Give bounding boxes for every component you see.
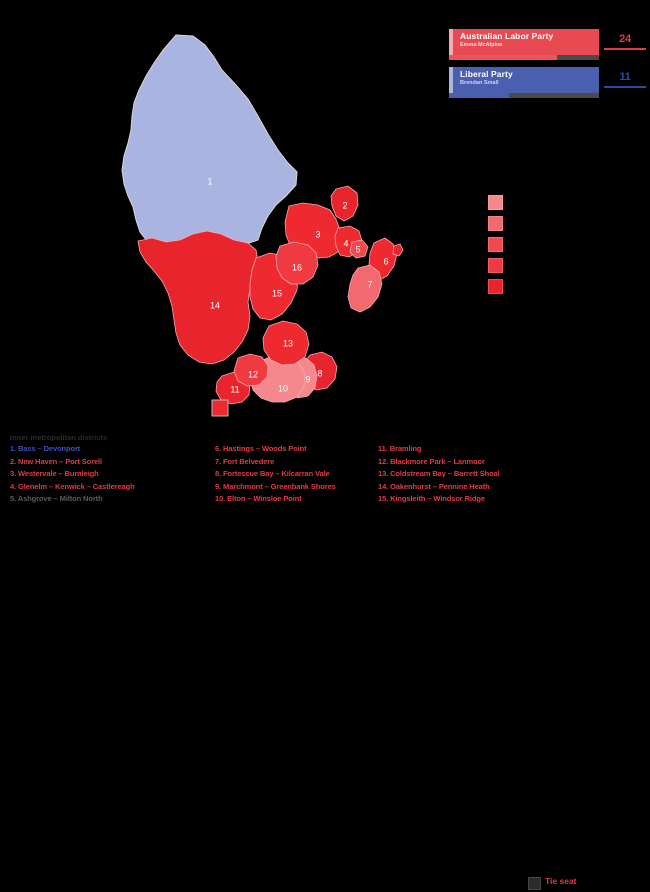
legend-item[interactable]: 7. Fort Belvedere [215, 456, 275, 466]
margin-swatch-1 [488, 195, 503, 210]
party-seats-lib: 11 [619, 71, 631, 83]
district-region-2[interactable] [330, 185, 359, 222]
party-seats-alp: 24 [619, 33, 631, 45]
party-leader-lib: Brendan Small [460, 80, 499, 86]
district-region-7[interactable] [347, 264, 383, 313]
legend-item[interactable]: 3. Westervale – Burnleigh [10, 469, 99, 478]
district-region-13[interactable] [262, 320, 310, 366]
party-leader-alp: Emma McAlpine [460, 42, 503, 48]
margin-swatch-4 [488, 258, 503, 273]
legend-item[interactable]: 5. Ashgrove – Milton North [10, 494, 103, 503]
map-area[interactable]: 1 2 3 4 5 6 7 8 9 10 11 12 13 14 15 16 [0, 0, 440, 430]
party-name-lib: Liberal Party [460, 69, 513, 79]
legend-item[interactable]: 4. Glenelm – Kenwick – Castlereagh [10, 481, 135, 491]
district-region-14[interactable] [137, 230, 259, 365]
district-region-5[interactable] [349, 239, 369, 259]
party-name-alp: Australian Labor Party [460, 31, 554, 41]
district-region-12[interactable] [233, 353, 269, 387]
legend-item[interactable]: 2. New Haven – Port Sorell [10, 456, 103, 466]
margin-gradient-scale [488, 195, 504, 300]
legend-item[interactable]: 14. Oakenhurst – Pennine Heath [378, 481, 490, 491]
tie-seat-label: Tie seat [545, 876, 577, 886]
legend-header-1: Inner metropolitan districts [10, 433, 108, 442]
legend-column-3: 11. Bramling 12. Blackmore Park – Lanmoor… [378, 432, 523, 506]
legend-item[interactable]: 8. Fortescue Bay – Kilcarran Vale [215, 469, 330, 478]
inset-detail-box[interactable] [211, 399, 229, 417]
tie-seat-swatch [528, 877, 541, 890]
legend-item[interactable]: 12. Blackmore Park – Lanmoor [378, 456, 485, 466]
party-row-lib[interactable]: Liberal Party Brendan Small 11 [449, 67, 646, 100]
legend-item[interactable]: 13. Coldstream Bay – Barrett Shoal [378, 469, 500, 478]
margin-swatch-5 [488, 279, 503, 294]
party-seats-underline-lib [604, 86, 646, 88]
legend-item[interactable]: 9. Marchmont – Greenbank Shores [215, 481, 336, 491]
legend-item[interactable]: 11. Bramling [378, 444, 422, 453]
legend-header-spacer [215, 432, 370, 443]
district-region-16[interactable] [275, 241, 319, 285]
party-row-alp[interactable]: Australian Labor Party Emma McAlpine 24 [449, 29, 646, 62]
margin-swatch-3 [488, 237, 503, 252]
legend-item[interactable]: 6. Hastings – Woods Point [215, 444, 307, 453]
party-card-alp[interactable]: Australian Labor Party Emma McAlpine [449, 29, 599, 55]
legend-item[interactable]: 1. Bass – Devonport [10, 444, 81, 453]
legend-item[interactable]: 10. Elton – Winsloe Point [215, 494, 302, 503]
party-bar-lib [449, 93, 599, 98]
legend-header-spacer [378, 432, 523, 443]
party-card-lib[interactable]: Liberal Party Brendan Small [449, 67, 599, 93]
legend-item[interactable]: 15. Kingsleith – Windsor Ridge [378, 494, 485, 503]
party-bar-alp [449, 55, 599, 60]
district-name-legend: Inner metropolitan districts 1. Bass – De… [0, 432, 650, 890]
district-region-island[interactable] [392, 243, 404, 257]
party-results-legend: Australian Labor Party Emma McAlpine 24 … [449, 29, 646, 105]
district-region-1[interactable] [121, 34, 298, 248]
legend-column-1: Inner metropolitan districts 1. Bass – De… [10, 432, 205, 506]
party-seats-underline-alp [604, 48, 646, 50]
legend-key: Tie seat [528, 876, 618, 892]
margin-swatch-2 [488, 216, 503, 231]
legend-column-2: 6. Hastings – Woods Point 7. Fort Belvede… [215, 432, 370, 506]
